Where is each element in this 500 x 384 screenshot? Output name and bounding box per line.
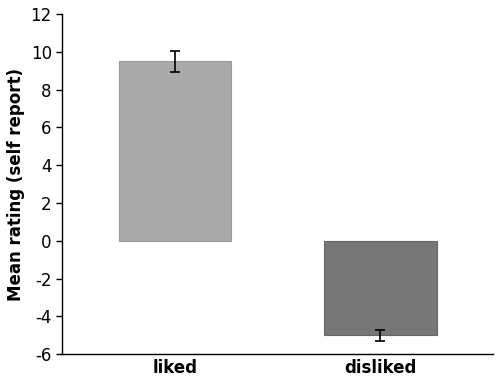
Bar [324, 241, 436, 335]
Y-axis label: Mean rating (self report): Mean rating (self report) [7, 68, 25, 301]
Bar [118, 61, 232, 241]
